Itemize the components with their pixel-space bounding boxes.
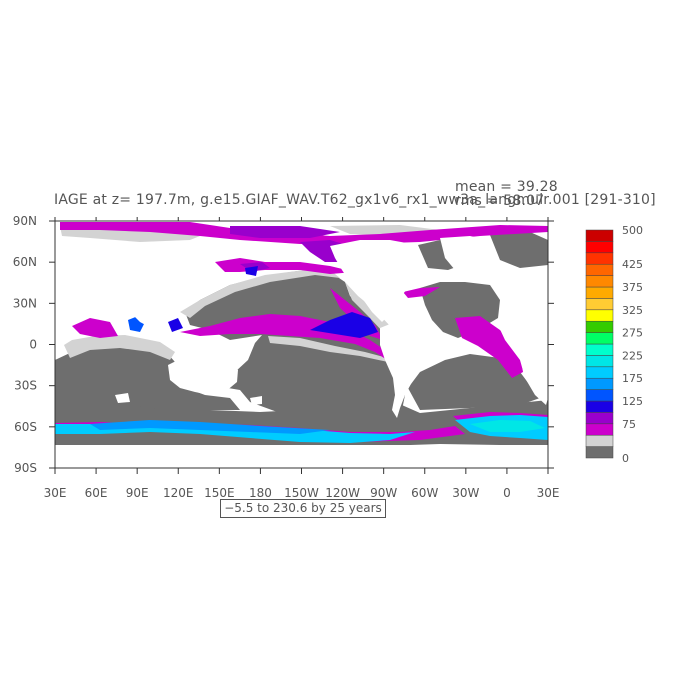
plot-title: IAGE at z= 197.7m, g.e15.GIAF_WAV.T62_gx…: [54, 192, 656, 208]
lat-tick-label: 30S: [14, 379, 37, 393]
colorbar: 0 75 125 175 225 275 325 375 425 500: [585, 224, 643, 465]
lon-tick-label: 150E: [204, 486, 235, 500]
colorbar-swatch: [585, 275, 614, 288]
colorbar-swatch: [585, 446, 614, 459]
colorbar-label: 125: [622, 395, 643, 408]
lon-tick-label: 30E: [537, 486, 560, 500]
colorbar-swatch: [585, 412, 614, 425]
lon-tick-label: 30W: [452, 486, 479, 500]
colorbar-swatch: [585, 434, 614, 447]
colorbar-label: 225: [622, 349, 643, 362]
lat-tick-label: 60S: [14, 420, 37, 434]
lon-tick-label: 180: [249, 486, 272, 500]
colorbar-swatch: [585, 263, 614, 276]
colorbar-label: 275: [622, 327, 643, 340]
colorbar-swatch: [585, 366, 614, 379]
colorbar-label: 425: [622, 258, 643, 271]
antarctica-land: [55, 444, 548, 468]
australia-land: [168, 356, 238, 395]
colorbar-swatch: [585, 423, 614, 436]
colorbar-swatch: [585, 286, 614, 299]
lon-tick-label: 90W: [370, 486, 397, 500]
colorbar-swatch: [585, 241, 614, 254]
colorbar-swatch: [585, 377, 614, 390]
lon-tick-label: 120E: [163, 486, 194, 500]
colorbar-label: 175: [622, 372, 643, 385]
africa-land: [498, 305, 548, 405]
colorbar-label: 375: [622, 281, 643, 294]
colorbar-label: 0: [622, 452, 629, 465]
rms-value: rms = 58.07: [455, 193, 545, 209]
colorbar-swatch: [585, 343, 614, 356]
lat-tick-label: 90N: [13, 214, 37, 228]
colorbar-swatch: [585, 389, 614, 402]
colorbar-swatch: [585, 355, 614, 368]
lon-tick-label: 30E: [44, 486, 67, 500]
colorbar-label: 500: [622, 224, 643, 237]
mean-value: mean = 39.28: [455, 179, 558, 195]
lon-tick-label: 60E: [85, 486, 108, 500]
map-ticks: 30E 60E 90E 120E 150E 180 150W 120W 90W 60W 30W 0 30…: [13, 214, 560, 500]
lon-tick-label: 0: [503, 486, 511, 500]
map-field: [55, 222, 548, 468]
lat-tick-label: 90S: [14, 461, 37, 475]
indian-ocean-region: [55, 337, 240, 410]
colorbar-swatch: [585, 252, 614, 265]
colorbar-swatch: [585, 320, 614, 333]
north-america-land: [330, 240, 420, 322]
lon-tick-label: 150W: [284, 486, 319, 500]
colorbar-label: 325: [622, 304, 643, 317]
lat-tick-label: 30N: [13, 296, 37, 310]
lon-tick-label: 60W: [411, 486, 438, 500]
eurasia-land: [55, 240, 215, 330]
greenland-land: [440, 236, 488, 270]
colorbar-swatch: [585, 298, 614, 311]
colorbar-swatch: [585, 229, 614, 242]
colorbar-swatch: [585, 332, 614, 345]
lat-tick-label: 0: [29, 338, 37, 352]
colorbar-swatch: [585, 400, 614, 413]
iage-band-75: [60, 222, 548, 244]
colorbar-label: 75: [622, 418, 636, 431]
contour-range-note: −5.5 to 230.6 by 25 years: [220, 499, 386, 518]
iage-band-125: [310, 312, 378, 338]
lon-tick-label: 90E: [126, 486, 149, 500]
lon-tick-label: 120W: [325, 486, 360, 500]
lat-tick-label: 60N: [13, 255, 37, 269]
south-america-land: [380, 322, 432, 418]
colorbar-swatch: [585, 309, 614, 322]
